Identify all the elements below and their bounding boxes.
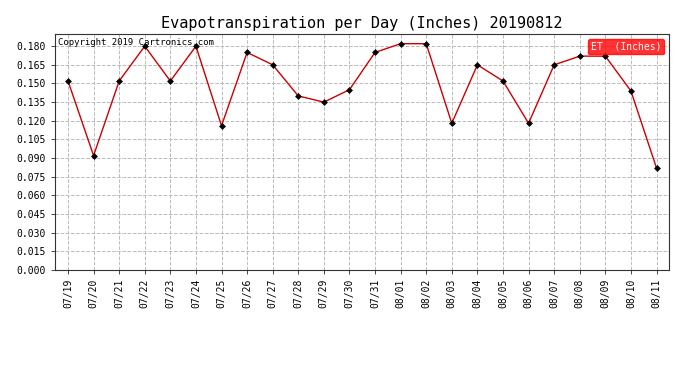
Text: Copyright 2019 Cartronics.com: Copyright 2019 Cartronics.com [58, 39, 214, 48]
Legend: ET  (Inches): ET (Inches) [588, 39, 664, 54]
Title: Evapotranspiration per Day (Inches) 20190812: Evapotranspiration per Day (Inches) 2019… [161, 16, 563, 31]
